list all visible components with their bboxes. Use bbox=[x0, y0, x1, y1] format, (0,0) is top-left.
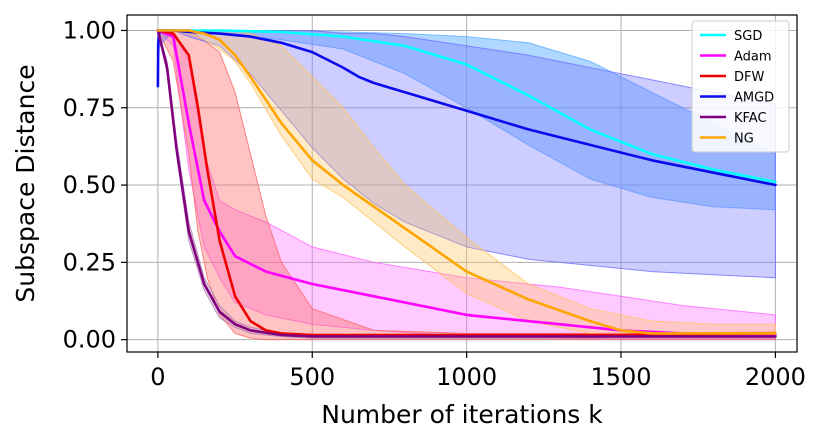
y-axis-label: Subspace Distance bbox=[11, 64, 40, 302]
ng-line bbox=[156, 29, 777, 335]
y-tick-label: 0.00 bbox=[63, 326, 116, 354]
x-tick-label: 0 bbox=[150, 363, 165, 391]
plot-frame bbox=[126, 14, 798, 353]
legend-label-adam: Adam bbox=[734, 50, 772, 65]
x-axis-ticks: 0 500 1000 1500 2000 bbox=[150, 352, 806, 391]
sgd-line bbox=[156, 29, 777, 184]
kfac-line bbox=[156, 29, 777, 338]
y-axis-ticks: 0.00 0.25 0.50 0.75 1.00 bbox=[63, 16, 127, 354]
x-tick-label: 2000 bbox=[745, 363, 806, 391]
ng-band bbox=[157, 30, 776, 337]
dfw-line bbox=[156, 29, 777, 337]
legend-label-dfw: DFW bbox=[734, 70, 764, 85]
y-tick-label: 0.50 bbox=[63, 171, 116, 199]
x-tick-label: 1000 bbox=[436, 363, 497, 391]
y-tick-label: 1.00 bbox=[63, 16, 116, 44]
x-tick-label: 500 bbox=[289, 363, 335, 391]
adam-line bbox=[156, 29, 777, 337]
legend-label-sgd: SGD bbox=[734, 29, 762, 44]
legend-label-kfac: KFAC bbox=[734, 111, 767, 126]
legend-label-ng: NG bbox=[734, 132, 754, 147]
y-tick-label: 0.75 bbox=[63, 94, 116, 122]
legend-label-amgd: AMGD bbox=[734, 91, 774, 106]
legend-box bbox=[691, 20, 790, 153]
legend: SGD Adam DFW AMGD KFAC NG bbox=[691, 20, 790, 153]
y-tick-label: 0.25 bbox=[63, 248, 116, 276]
series-lines bbox=[156, 29, 777, 338]
x-tick-label: 1500 bbox=[590, 363, 651, 391]
x-axis-label: Number of iterations k bbox=[321, 400, 603, 429]
